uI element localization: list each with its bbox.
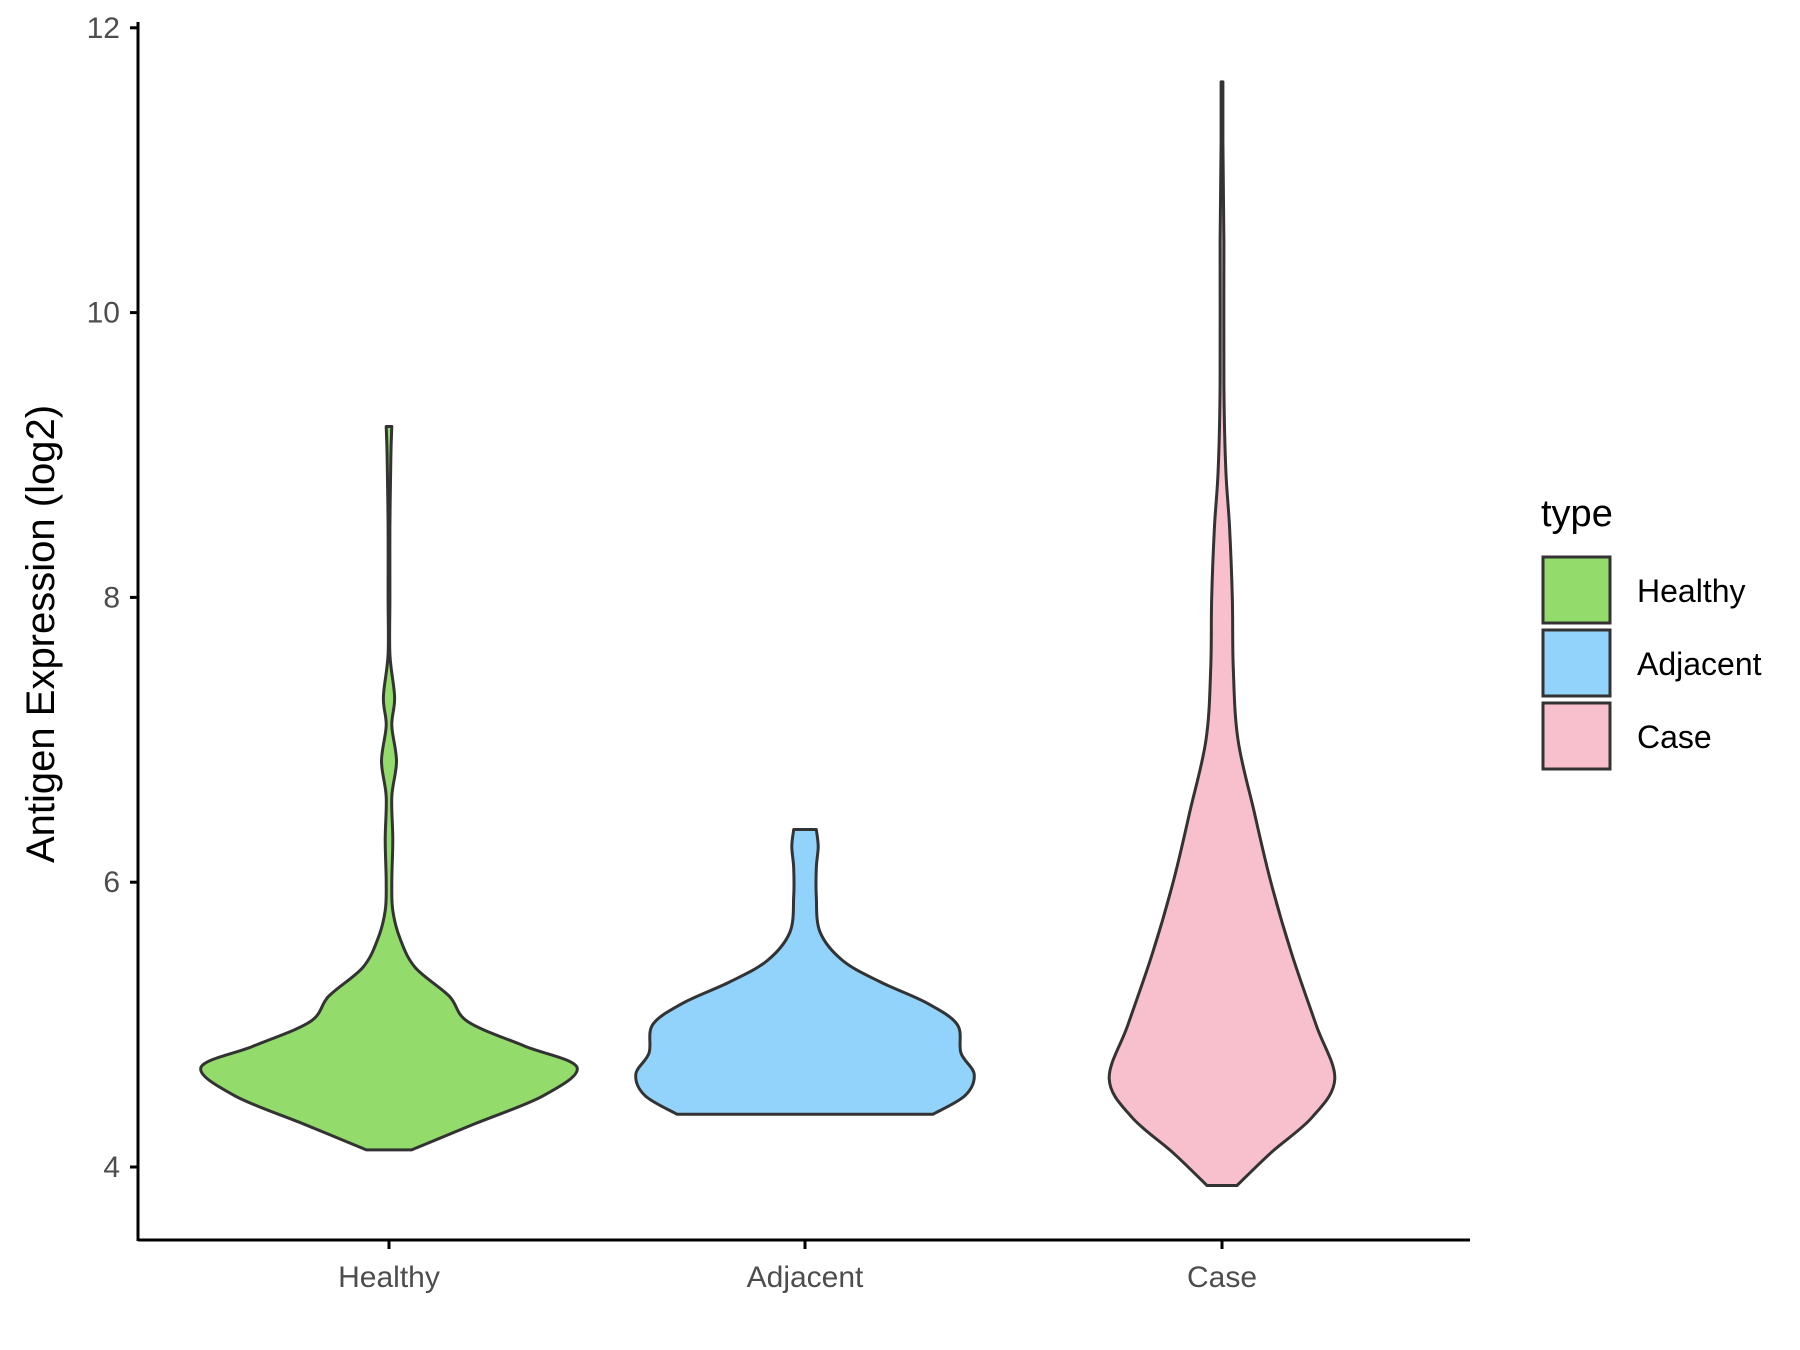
legend-swatch-healthy	[1541, 555, 1612, 625]
x-tick-label: Case	[1187, 1261, 1257, 1294]
violin-healthy	[199, 425, 579, 1152]
y-tick-label: 12	[87, 12, 120, 45]
legend-swatch-case	[1541, 701, 1612, 771]
y-ticks: 4 6 8 10 12	[87, 12, 138, 1184]
legend-label-case: Case	[1637, 719, 1712, 755]
legend-label-healthy: Healthy	[1637, 573, 1746, 609]
y-tick-label: 6	[103, 866, 120, 899]
violins	[199, 80, 1337, 1187]
legend-title: type	[1541, 493, 1613, 535]
y-axis-title: Antigen Expression (log2)	[19, 405, 63, 863]
legend-label-adjacent: Adjacent	[1637, 646, 1762, 682]
y-tick-label: 8	[103, 581, 120, 614]
violin-case	[1107, 80, 1337, 1187]
x-ticks: Healthy Adjacent Case	[338, 1240, 1257, 1294]
violin-adjacent	[634, 828, 976, 1116]
y-tick-label: 10	[87, 297, 120, 330]
legend: type Healthy Adjacent Case	[1541, 493, 1762, 771]
x-tick-label: Healthy	[338, 1261, 440, 1294]
x-tick-label: Adjacent	[747, 1261, 864, 1294]
legend-swatch-adjacent	[1541, 628, 1612, 698]
y-tick-label: 4	[103, 1151, 120, 1184]
